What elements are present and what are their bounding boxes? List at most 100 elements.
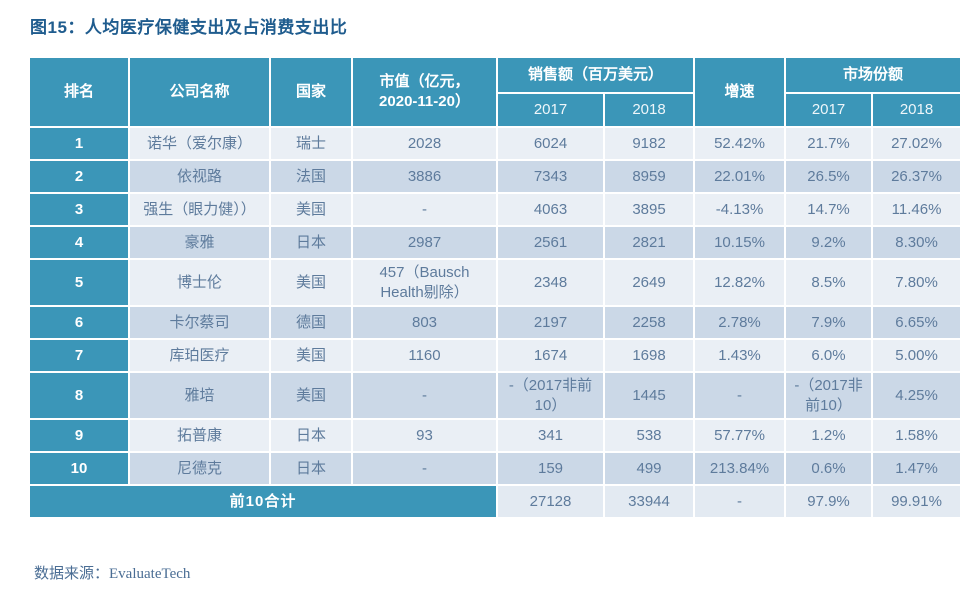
table-row: 10 尼德克 日本 - 159 499 213.84% 0.6% 1.47% [30, 453, 961, 484]
market-cap-cell: 457（Bausch Health剔除） [353, 260, 496, 305]
sales-2017-cell: 1674 [498, 340, 603, 371]
col-header-market-cap: 市值（亿元， 2020-11-20） [353, 58, 496, 126]
share-2018-cell: 4.25% [873, 373, 961, 418]
sales-2017-cell: 2197 [498, 307, 603, 338]
growth-cell: 22.01% [695, 161, 785, 192]
market-cap-cell: 93 [353, 420, 496, 451]
market-cap-cell: 1160 [353, 340, 496, 371]
country-cell: 美国 [271, 373, 351, 418]
data-source: 数据来源：EvaluateTech [34, 566, 191, 582]
share-2018-cell: 1.58% [873, 420, 961, 451]
sales-2017-cell: 2561 [498, 227, 603, 258]
total-growth-cell: - [695, 486, 785, 517]
table-body: 1 诺华（爱尔康） 瑞士 2028 6024 9182 52.42% 21.7%… [30, 128, 961, 484]
figure-title: 图15：人均医疗保健支出及占消费支出比 [30, 18, 348, 37]
sales-2017-cell: 7343 [498, 161, 603, 192]
share-2018-cell: 5.00% [873, 340, 961, 371]
company-cell: 库珀医疗 [130, 340, 269, 371]
growth-cell: - [695, 373, 785, 418]
share-2018-cell: 8.30% [873, 227, 961, 258]
total-sales-2017-cell: 27128 [498, 486, 603, 517]
col-header-company: 公司名称 [130, 58, 269, 126]
share-2017-cell: 21.7% [786, 128, 872, 159]
company-ranking-table: 排名 公司名称 国家 市值（亿元， 2020-11-20） 销售额（百万美元） 增… [28, 56, 962, 519]
country-cell: 美国 [271, 194, 351, 225]
sales-2017-cell: -（2017非前10） [498, 373, 603, 418]
growth-cell: 10.15% [695, 227, 785, 258]
col-header-share-2017: 2017 [786, 94, 872, 126]
market-cap-cell: 2028 [353, 128, 496, 159]
share-2017-cell: 9.2% [786, 227, 872, 258]
market-cap-cell: 3886 [353, 161, 496, 192]
table-row: 4 豪雅 日本 2987 2561 2821 10.15% 9.2% 8.30% [30, 227, 961, 258]
company-cell: 依视路 [130, 161, 269, 192]
growth-cell: 57.77% [695, 420, 785, 451]
company-cell: 尼德克 [130, 453, 269, 484]
sales-2018-cell: 499 [605, 453, 694, 484]
share-2018-cell: 7.80% [873, 260, 961, 305]
company-cell: 拓普康 [130, 420, 269, 451]
total-row: 前10合计 27128 33944 - 97.9% 99.91% [30, 486, 961, 517]
share-2017-cell: 8.5% [786, 260, 872, 305]
company-cell: 雅培 [130, 373, 269, 418]
growth-cell: 12.82% [695, 260, 785, 305]
country-cell: 日本 [271, 227, 351, 258]
total-share-2017-cell: 97.9% [786, 486, 872, 517]
share-2018-cell: 1.47% [873, 453, 961, 484]
rank-cell: 1 [30, 128, 128, 159]
sales-2018-cell: 8959 [605, 161, 694, 192]
total-share-2018-cell: 99.91% [873, 486, 961, 517]
market-cap-cell: - [353, 453, 496, 484]
sales-2017-cell: 6024 [498, 128, 603, 159]
rank-cell: 2 [30, 161, 128, 192]
share-2017-cell: -（2017非前10） [786, 373, 872, 418]
share-2017-cell: 0.6% [786, 453, 872, 484]
growth-cell: 2.78% [695, 307, 785, 338]
total-row-label: 前10合计 [30, 486, 496, 517]
sales-2017-cell: 159 [498, 453, 603, 484]
market-cap-cell: - [353, 373, 496, 418]
share-2018-cell: 26.37% [873, 161, 961, 192]
country-cell: 美国 [271, 340, 351, 371]
market-cap-header-line2: 2020-11-20） [379, 93, 470, 110]
rank-cell: 6 [30, 307, 128, 338]
table-row: 6 卡尔蔡司 德国 803 2197 2258 2.78% 7.9% 6.65% [30, 307, 961, 338]
share-2017-cell: 1.2% [786, 420, 872, 451]
share-2017-cell: 26.5% [786, 161, 872, 192]
share-2017-cell: 6.0% [786, 340, 872, 371]
market-cap-cell: - [353, 194, 496, 225]
country-cell: 日本 [271, 420, 351, 451]
sales-2018-cell: 2649 [605, 260, 694, 305]
sales-2017-cell: 341 [498, 420, 603, 451]
col-header-share-group: 市场份额 [786, 58, 961, 92]
share-2018-cell: 27.02% [873, 128, 961, 159]
share-2017-cell: 7.9% [786, 307, 872, 338]
rank-cell: 10 [30, 453, 128, 484]
col-header-country: 国家 [271, 58, 351, 126]
company-cell: 豪雅 [130, 227, 269, 258]
company-cell: 诺华（爱尔康） [130, 128, 269, 159]
rank-cell: 7 [30, 340, 128, 371]
share-2018-cell: 11.46% [873, 194, 961, 225]
table-row: 2 依视路 法国 3886 7343 8959 22.01% 26.5% 26.… [30, 161, 961, 192]
rank-cell: 3 [30, 194, 128, 225]
growth-cell: 213.84% [695, 453, 785, 484]
sales-2018-cell: 3895 [605, 194, 694, 225]
col-header-sales-2017: 2017 [498, 94, 603, 126]
market-cap-header-line1: 市值（亿元， [379, 72, 470, 90]
sales-2018-cell: 1445 [605, 373, 694, 418]
market-cap-cell: 803 [353, 307, 496, 338]
col-header-rank: 排名 [30, 58, 128, 126]
col-header-growth: 增速 [695, 58, 785, 126]
sales-2018-cell: 1698 [605, 340, 694, 371]
company-cell: 卡尔蔡司 [130, 307, 269, 338]
growth-cell: 52.42% [695, 128, 785, 159]
total-sales-2018-cell: 33944 [605, 486, 694, 517]
rank-cell: 9 [30, 420, 128, 451]
share-2018-cell: 6.65% [873, 307, 961, 338]
table-row: 7 库珀医疗 美国 1160 1674 1698 1.43% 6.0% 5.00… [30, 340, 961, 371]
sales-2018-cell: 2258 [605, 307, 694, 338]
market-cap-cell: 2987 [353, 227, 496, 258]
rank-cell: 5 [30, 260, 128, 305]
